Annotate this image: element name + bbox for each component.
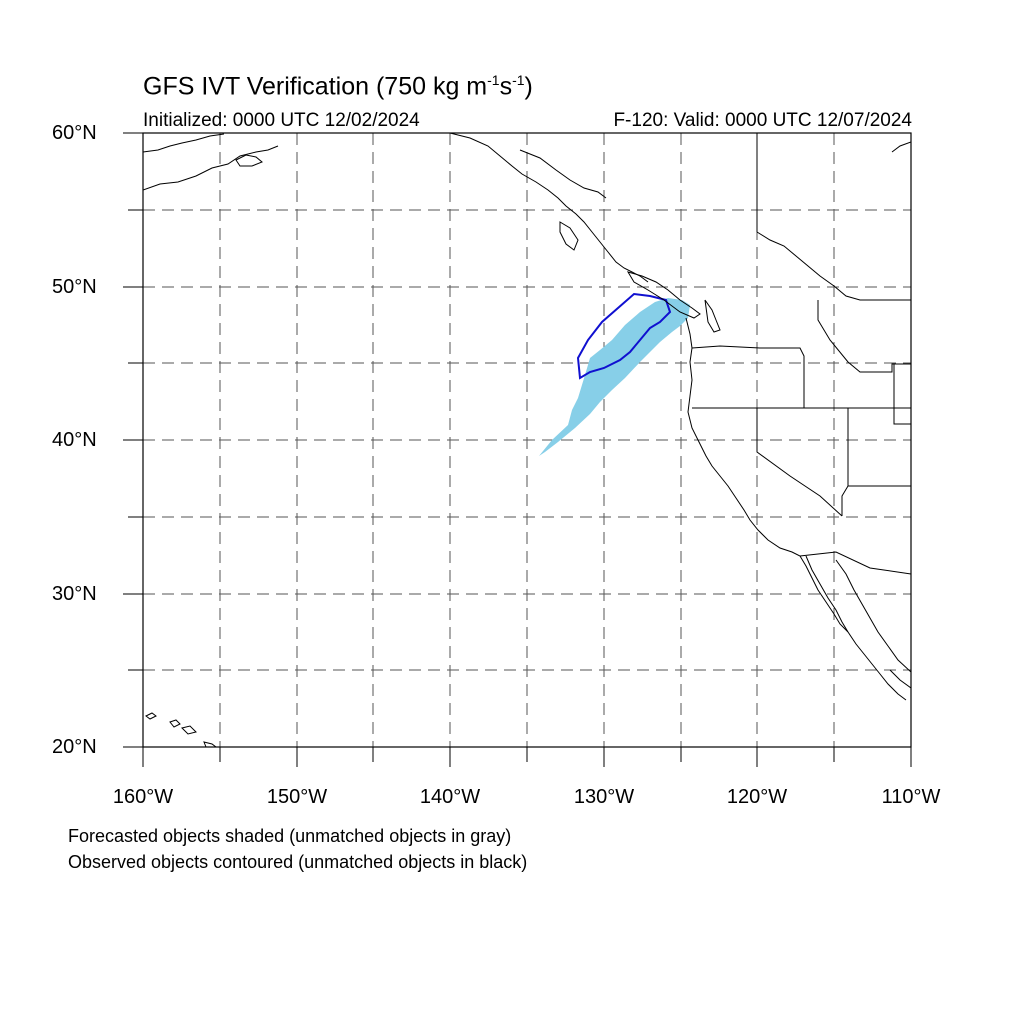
legend-observed-note: Observed objects contoured (unmatched ob…	[68, 852, 528, 872]
grid-lines	[143, 133, 911, 747]
axis-ticks	[123, 132, 912, 767]
forecast-ivt-object	[539, 298, 690, 456]
lat-label-40: 40°N	[52, 429, 97, 451]
observed-ivt-contour	[576, 292, 672, 380]
lon-label-140w: 140°W	[419, 786, 481, 808]
lat-label-30: 30°N	[52, 583, 97, 605]
coastlines	[143, 133, 911, 747]
legend-forecast-note: Forecasted objects shaded (unmatched obj…	[68, 826, 512, 846]
chart-title: GFS IVT Verification (750 kg m-1s-1)	[143, 72, 533, 101]
lon-label-160w: 160°W	[112, 786, 174, 808]
lon-label-150w: 150°W	[266, 786, 328, 808]
lon-label-130w: 130°W	[573, 786, 635, 808]
lat-label-60: 60°N	[52, 122, 97, 144]
lon-label-110w: 110°W	[881, 786, 941, 808]
init-time-label: Initialized: 0000 UTC 12/02/2024	[143, 110, 420, 131]
lat-label-20: 20°N	[52, 736, 97, 758]
lat-label-50: 50°N	[52, 276, 97, 298]
lon-label-120w: 120°W	[726, 786, 788, 808]
valid-time-label: F-120: Valid: 0000 UTC 12/07/2024	[613, 110, 912, 131]
